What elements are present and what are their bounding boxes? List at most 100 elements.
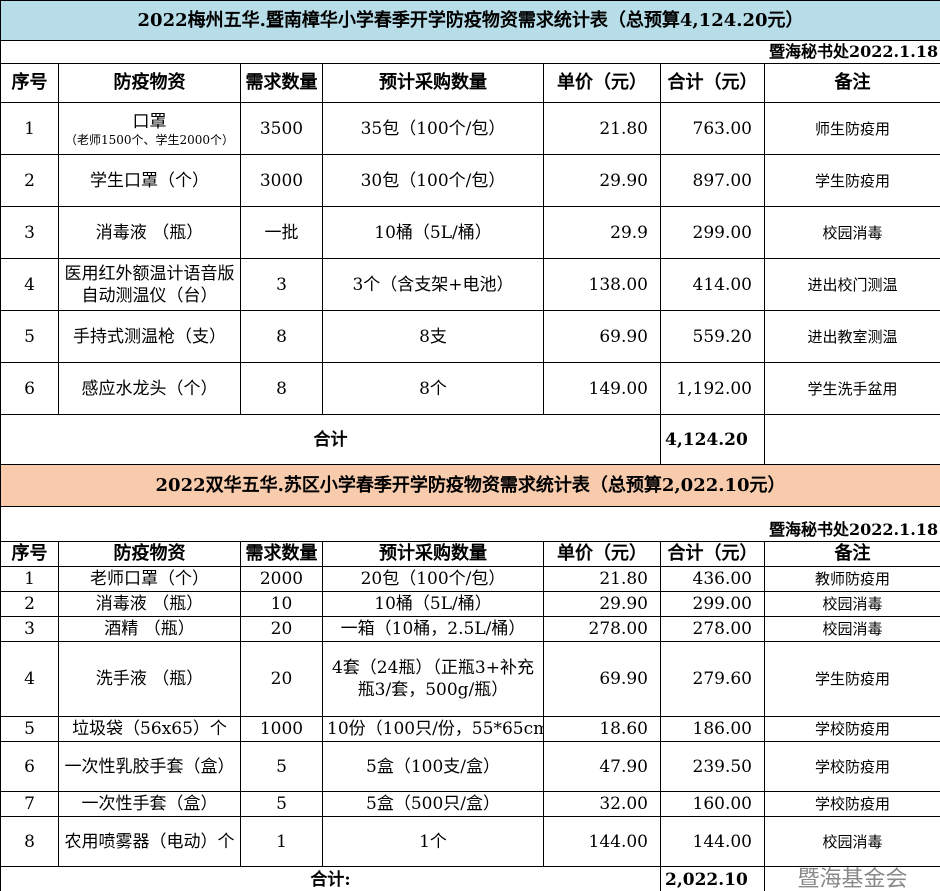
table-row: 3 酒精 （瓶） 20 一箱（10桶，2.5L/桶） 278.00 278.00 校园消毒 — [0, 616, 940, 642]
required-qty: 1000 — [240, 716, 323, 742]
line-total: 186.00 — [660, 716, 765, 742]
unit-price: 47.90 — [543, 741, 661, 792]
table-row: 2 消毒液 （瓶） 10 10桶（5L/桶） 29.90 299.00 校园消毒 — [0, 591, 940, 617]
item-label: 手持式测温枪（支） — [73, 326, 226, 347]
table-row: 8 农用喷雾器（电动）个 1 1个 144.00 144.00 校园消毒 — [0, 816, 940, 867]
unit-price: 138.00 — [543, 258, 661, 311]
column-header: 序号 — [0, 63, 59, 103]
row-number: 1 — [0, 102, 59, 155]
table-title-row: 2022双华五华.苏区小学春季开学防疫物资需求统计表（总预算2,022.10元） — [0, 464, 940, 507]
row-number: 5 — [0, 310, 59, 363]
column-header: 备注 — [763, 541, 940, 567]
remark: 教师防疫用 — [763, 566, 940, 592]
item-label: 酒精 （瓶） — [104, 619, 195, 639]
table-row: 2 学生口罩（个） 3000 30包（100个/包） 29.90 897.00 学生防疫用 — [0, 154, 940, 207]
remark: 学校防疫用 — [763, 716, 940, 742]
line-total: 559.20 — [660, 310, 765, 363]
remark: 校园消毒 — [763, 591, 940, 617]
total-remark — [763, 414, 940, 465]
item-subnote: （老师1500个、学生2000个） — [64, 132, 235, 147]
item-name: 消毒液 （瓶） — [58, 206, 241, 259]
required-qty: 8 — [240, 362, 323, 415]
table-row: 4 洗手液 （瓶） 20 4套（24瓶）（正瓶3+补充瓶3/套，500g/瓶） 69.9… — [0, 641, 940, 717]
total-row: 合计: 2,022.10 暨海基金会 — [0, 866, 940, 891]
line-total: 436.00 — [660, 566, 765, 592]
unit-price: 29.90 — [543, 154, 661, 207]
remark: 校园消毒 — [763, 616, 940, 642]
item-label: 农用喷雾器（电动）个 — [64, 831, 235, 852]
row-number: 2 — [0, 591, 59, 617]
remark: 学校防疫用 — [763, 791, 940, 817]
total-value: 2,022.10 — [660, 866, 765, 891]
table-title: 2022梅州五华.暨南樟华小学春季开学防疫物资需求统计表（总预算4,124.20… — [0, 0, 940, 41]
remark: 进出校门测温 — [763, 258, 940, 311]
purchase-qty: 5盒（500只/盒） — [322, 791, 544, 817]
remark: 进出教室测温 — [763, 310, 940, 363]
row-number: 6 — [0, 362, 59, 415]
purchase-qty: 8个 — [322, 362, 544, 415]
item-name: 学生口罩（个） — [58, 154, 241, 207]
row-number: 6 — [0, 741, 59, 792]
column-header: 合计（元） — [660, 63, 765, 103]
table-row: 6 一次性乳胶手套（盒） 5 5盒（100支/盒） 47.90 239.50 学校防疫用 — [0, 741, 940, 792]
column-header: 预计采购数量 — [322, 63, 544, 103]
unit-price: 278.00 — [543, 616, 661, 642]
item-name: 垃圾袋（56x65）个 — [58, 716, 241, 742]
table-row: 3 消毒液 （瓶） 一批 10桶（5L/桶） 29.9 299.00 校园消毒 — [0, 206, 940, 259]
table-row: 5 手持式测温枪（支） 8 8支 69.90 559.20 进出教室测温 — [0, 310, 940, 363]
item-name: 农用喷雾器（电动）个 — [58, 816, 241, 867]
unit-price: 29.90 — [543, 591, 661, 617]
row-number: 4 — [0, 258, 59, 311]
row-number: 7 — [0, 791, 59, 817]
column-header: 防疫物资 — [58, 541, 241, 567]
table-title-row: 2022梅州五华.暨南樟华小学春季开学防疫物资需求统计表（总预算4,124.20… — [0, 0, 940, 41]
item-name: 酒精 （瓶） — [58, 616, 241, 642]
column-header: 需求数量 — [240, 541, 323, 567]
row-number: 5 — [0, 716, 59, 742]
required-qty: 一批 — [240, 206, 323, 259]
table-row: 4 医用红外额温计语音版自动测温仪（台） 3 3个（含支架+电池） 138.00 414.… — [0, 258, 940, 311]
required-qty: 5 — [240, 791, 323, 817]
table-row: 6 感应水龙头（个） 8 8个 149.00 1,192.00 学生洗手盆用 — [0, 362, 940, 415]
item-label: 医用红外额温计语音版自动测温仪（台） — [64, 263, 235, 306]
unit-price: 69.90 — [543, 641, 661, 717]
item-label: 洗手液 （瓶） — [95, 669, 204, 689]
date-stamp: 暨海秘书处2022.1.18 — [0, 506, 940, 542]
remark: 学生防疫用 — [763, 641, 940, 717]
required-qty: 1 — [240, 816, 323, 867]
line-total: 239.50 — [660, 741, 765, 792]
unit-price: 29.9 — [543, 206, 661, 259]
item-name: 一次性手套（盒） — [58, 791, 241, 817]
total-row: 合计 4,124.20 — [0, 414, 940, 465]
purchase-qty: 20包（100个/包） — [322, 566, 544, 592]
purchase-qty: 5盒（100支/盒） — [322, 741, 544, 792]
unit-price: 149.00 — [543, 362, 661, 415]
required-qty: 20 — [240, 616, 323, 642]
unit-price: 69.90 — [543, 310, 661, 363]
table-title: 2022双华五华.苏区小学春季开学防疫物资需求统计表（总预算2,022.10元） — [0, 464, 940, 507]
remark: 学生洗手盆用 — [763, 362, 940, 415]
column-header: 合计（元） — [660, 541, 765, 567]
date-row: 暨海秘书处2022.1.18 — [0, 40, 940, 64]
unit-price: 21.80 — [543, 566, 661, 592]
item-label: 消毒液 （瓶） — [95, 594, 204, 614]
date-row: 暨海秘书处2022.1.18 — [0, 506, 940, 542]
item-label: 垃圾袋（56x65）个 — [72, 719, 227, 739]
column-header: 防疫物资 — [58, 63, 241, 103]
required-qty: 3500 — [240, 102, 323, 155]
row-number: 8 — [0, 816, 59, 867]
table-row: 7 一次性手套（盒） 5 5盒（500只/盒） 32.00 160.00 学校防疫用 — [0, 791, 940, 817]
row-number: 3 — [0, 616, 59, 642]
purchase-qty: 10桶（5L/桶） — [322, 591, 544, 617]
required-qty: 3 — [240, 258, 323, 311]
item-label: 一次性乳胶手套（盒） — [64, 756, 235, 777]
column-header: 预计采购数量 — [322, 541, 544, 567]
row-number: 4 — [0, 641, 59, 717]
item-label: 学生口罩（个） — [90, 170, 209, 191]
column-header: 需求数量 — [240, 63, 323, 103]
line-total: 414.00 — [660, 258, 765, 311]
line-total: 299.00 — [660, 591, 765, 617]
item-name: 医用红外额温计语音版自动测温仪（台） — [58, 258, 241, 311]
unit-price: 32.00 — [543, 791, 661, 817]
purchase-qty: 30包（100个/包） — [322, 154, 544, 207]
